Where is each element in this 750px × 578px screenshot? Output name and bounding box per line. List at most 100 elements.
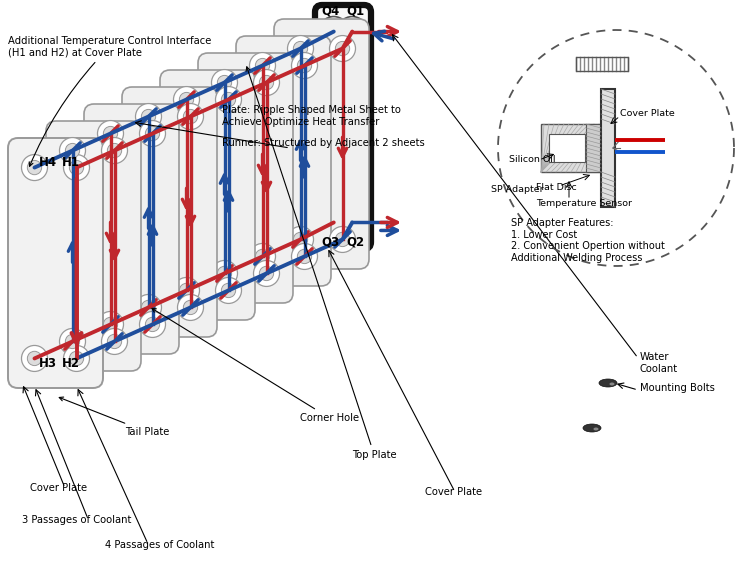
FancyBboxPatch shape bbox=[46, 121, 141, 371]
Circle shape bbox=[65, 143, 80, 158]
Circle shape bbox=[140, 312, 166, 338]
Circle shape bbox=[215, 87, 242, 113]
Circle shape bbox=[221, 283, 236, 298]
Text: H3: H3 bbox=[39, 357, 57, 369]
Bar bbox=[586, 124, 601, 172]
Circle shape bbox=[293, 232, 308, 247]
Bar bbox=[576, 57, 628, 71]
Circle shape bbox=[141, 301, 156, 314]
FancyBboxPatch shape bbox=[84, 104, 179, 354]
Circle shape bbox=[338, 17, 368, 47]
Text: Q4: Q4 bbox=[322, 4, 340, 17]
Circle shape bbox=[292, 243, 317, 269]
Circle shape bbox=[65, 334, 80, 349]
Bar bbox=[601, 89, 615, 207]
Bar bbox=[549, 134, 585, 162]
Text: Q3: Q3 bbox=[322, 236, 340, 249]
Circle shape bbox=[64, 154, 89, 180]
FancyBboxPatch shape bbox=[198, 53, 293, 303]
FancyBboxPatch shape bbox=[8, 138, 103, 388]
Circle shape bbox=[335, 42, 350, 55]
Circle shape bbox=[260, 266, 274, 280]
Circle shape bbox=[260, 75, 274, 90]
Circle shape bbox=[250, 243, 275, 269]
Circle shape bbox=[217, 266, 232, 280]
Text: Temperature Sensor: Temperature Sensor bbox=[536, 198, 632, 208]
Circle shape bbox=[287, 36, 314, 61]
FancyBboxPatch shape bbox=[315, 5, 371, 249]
Ellipse shape bbox=[593, 428, 598, 431]
Circle shape bbox=[179, 92, 194, 107]
Circle shape bbox=[173, 277, 200, 303]
Text: Cover Plate: Cover Plate bbox=[425, 487, 482, 497]
Circle shape bbox=[27, 161, 42, 175]
Text: Cover Plate: Cover Plate bbox=[620, 109, 675, 117]
Circle shape bbox=[221, 92, 236, 107]
Circle shape bbox=[146, 127, 160, 140]
Text: Tail Plate: Tail Plate bbox=[59, 397, 170, 437]
Text: Q2: Q2 bbox=[346, 236, 364, 249]
Bar bbox=[541, 124, 601, 172]
Circle shape bbox=[22, 346, 47, 372]
Circle shape bbox=[287, 227, 314, 253]
Circle shape bbox=[326, 215, 341, 230]
Circle shape bbox=[69, 351, 84, 366]
Circle shape bbox=[22, 154, 47, 180]
Circle shape bbox=[345, 215, 360, 230]
Text: 3 Passages of Coolant: 3 Passages of Coolant bbox=[22, 515, 131, 525]
Text: H4: H4 bbox=[39, 157, 57, 169]
Circle shape bbox=[297, 58, 312, 73]
Text: H1: H1 bbox=[62, 157, 80, 169]
Text: Mounting Bolts: Mounting Bolts bbox=[640, 383, 715, 393]
Circle shape bbox=[183, 301, 198, 314]
Circle shape bbox=[104, 317, 118, 332]
Circle shape bbox=[211, 69, 238, 95]
Circle shape bbox=[101, 328, 128, 354]
Text: Runner: Structured by Adjacent 2 sheets: Runner: Structured by Adjacent 2 sheets bbox=[222, 138, 424, 148]
Text: Flat Disc: Flat Disc bbox=[536, 183, 577, 192]
Circle shape bbox=[179, 283, 194, 298]
Ellipse shape bbox=[583, 424, 601, 432]
FancyBboxPatch shape bbox=[160, 70, 255, 320]
Text: Cover Plate: Cover Plate bbox=[30, 483, 87, 493]
Text: Q1: Q1 bbox=[346, 4, 364, 17]
Circle shape bbox=[98, 121, 124, 147]
Circle shape bbox=[59, 328, 86, 354]
Circle shape bbox=[107, 334, 122, 349]
Circle shape bbox=[136, 294, 161, 320]
Circle shape bbox=[64, 346, 89, 372]
Circle shape bbox=[338, 208, 368, 238]
Circle shape bbox=[254, 69, 280, 95]
Circle shape bbox=[326, 24, 341, 39]
Circle shape bbox=[319, 208, 349, 238]
Circle shape bbox=[319, 17, 349, 47]
FancyBboxPatch shape bbox=[122, 87, 217, 337]
Text: SP Adapter: SP Adapter bbox=[491, 186, 544, 195]
Circle shape bbox=[297, 249, 312, 264]
Circle shape bbox=[329, 36, 356, 61]
Circle shape bbox=[183, 109, 198, 124]
Circle shape bbox=[255, 249, 270, 264]
Circle shape bbox=[178, 294, 203, 320]
Circle shape bbox=[146, 317, 160, 332]
Circle shape bbox=[217, 75, 232, 90]
Circle shape bbox=[98, 312, 124, 338]
Ellipse shape bbox=[599, 379, 617, 387]
Circle shape bbox=[255, 58, 270, 73]
Text: Corner Hole: Corner Hole bbox=[152, 309, 359, 423]
Circle shape bbox=[104, 127, 118, 140]
Circle shape bbox=[345, 24, 360, 39]
Ellipse shape bbox=[610, 383, 614, 386]
Circle shape bbox=[27, 351, 42, 366]
Circle shape bbox=[250, 53, 275, 79]
Text: Silicon Oil: Silicon Oil bbox=[509, 155, 556, 165]
Circle shape bbox=[215, 277, 242, 303]
Circle shape bbox=[211, 261, 238, 287]
FancyBboxPatch shape bbox=[236, 36, 331, 286]
Circle shape bbox=[136, 103, 161, 129]
Text: Top Plate: Top Plate bbox=[246, 67, 397, 460]
Circle shape bbox=[141, 109, 156, 124]
Circle shape bbox=[254, 261, 280, 287]
Circle shape bbox=[329, 227, 356, 253]
Text: Additional Temperature Control Interface
(H1 and H2) at Cover Plate: Additional Temperature Control Interface… bbox=[8, 36, 211, 166]
